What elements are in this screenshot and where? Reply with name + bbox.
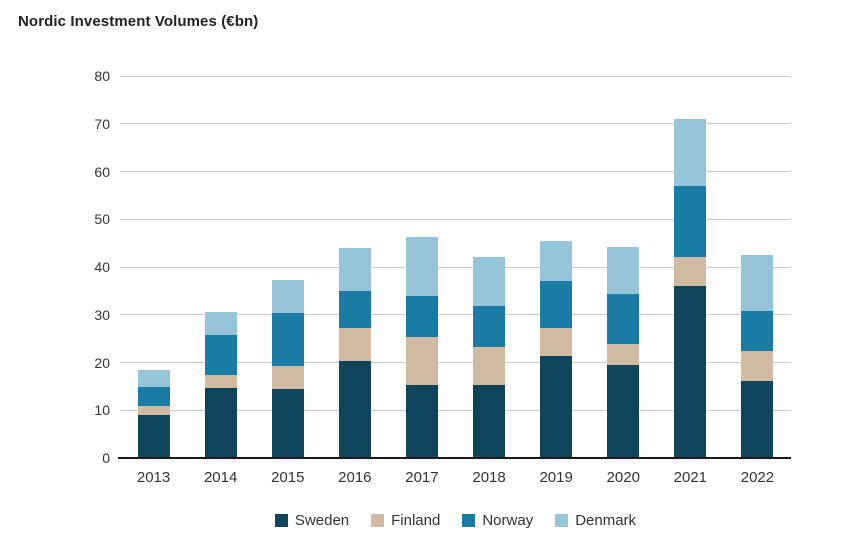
legend-label: Norway xyxy=(482,512,534,529)
bar-segment-denmark-2017 xyxy=(405,236,438,297)
bar-segment-finland-2013 xyxy=(137,406,170,416)
legend-swatch-norway xyxy=(462,514,476,527)
bar-segment-sweden-2018 xyxy=(473,385,506,458)
x-axis-tick-label: 2016 xyxy=(338,469,372,486)
y-axis-tick-label: 20 xyxy=(94,354,110,371)
y-axis-tick-label: 10 xyxy=(94,402,110,419)
bar-segment-finland-2020 xyxy=(607,343,640,365)
x-axis-tick-label: 2017 xyxy=(405,469,439,486)
bar-segment-denmark-2016 xyxy=(338,248,371,291)
x-axis-line xyxy=(118,457,791,459)
bar-segment-norway-2021 xyxy=(674,185,707,258)
bar-segment-finland-2021 xyxy=(674,257,707,287)
x-axis-tick-label: 2019 xyxy=(539,469,573,486)
y-axis-tick-label: 80 xyxy=(94,68,110,84)
legend: Sweden Finland Norway Denmark xyxy=(120,512,791,529)
legend-label: Sweden xyxy=(294,512,350,529)
legend-swatch-denmark xyxy=(555,514,569,527)
bar-segment-norway-2022 xyxy=(741,310,774,352)
bar-segment-denmark-2018 xyxy=(473,256,506,306)
x-axis-tick-label: 2022 xyxy=(740,469,775,486)
bar-segment-sweden-2020 xyxy=(607,364,640,458)
gridline xyxy=(120,75,791,77)
y-axis-tick-label: 30 xyxy=(94,306,110,323)
x-axis-tick-label: 2015 xyxy=(271,469,305,486)
y-axis-tick-label: 70 xyxy=(94,115,110,132)
plot-area: 0 10 20 30 40 50 60 70 80 2013 2014 2015 2016 2017 20… xyxy=(94,69,791,486)
gridline xyxy=(120,123,791,125)
bar-segment-finland-2014 xyxy=(204,375,237,388)
legend-item-finland: Finland xyxy=(371,512,440,529)
legend-label: Denmark xyxy=(575,512,637,529)
bar-segment-finland-2017 xyxy=(405,337,438,385)
bar-segment-sweden-2013 xyxy=(137,415,170,458)
legend-swatch-sweden xyxy=(274,514,288,527)
bar-segment-finland-2019 xyxy=(540,327,573,357)
legend-item-norway: Norway xyxy=(462,512,533,529)
bar-segment-denmark-2022 xyxy=(741,255,774,311)
bar-segment-norway-2015 xyxy=(271,312,304,367)
bar-segment-finland-2022 xyxy=(741,351,774,381)
x-axis-tick-label: 2013 xyxy=(136,469,171,486)
bar-segment-sweden-2014 xyxy=(204,387,237,458)
gridline xyxy=(120,266,791,268)
bar-segment-denmark-2013 xyxy=(137,369,170,388)
x-axis-tick-label: 2020 xyxy=(606,469,640,486)
bar-segment-denmark-2021 xyxy=(674,118,707,186)
bar-segment-norway-2016 xyxy=(338,290,371,328)
x-axis-tick-label: 2014 xyxy=(203,469,238,486)
chart-title: Nordic Investment Volumes (€bn) xyxy=(18,13,259,30)
bar-segment-sweden-2022 xyxy=(741,380,774,458)
bar-segment-denmark-2015 xyxy=(271,279,304,313)
bar-segment-norway-2014 xyxy=(204,334,237,376)
bar-segment-denmark-2014 xyxy=(204,311,237,335)
gridline xyxy=(120,171,791,172)
bar-segment-finland-2018 xyxy=(473,346,506,386)
gridline xyxy=(120,409,791,411)
bar-segment-norway-2018 xyxy=(473,305,506,347)
bar-segment-norway-2013 xyxy=(137,387,170,407)
legend-item-sweden: Sweden xyxy=(274,512,350,529)
legend-item-denmark: Denmark xyxy=(555,512,636,529)
bar-segment-denmark-2019 xyxy=(540,240,573,281)
y-axis-tick-label: 40 xyxy=(94,259,110,275)
bar-segment-norway-2019 xyxy=(540,280,573,328)
y-axis-tick-label: 60 xyxy=(94,163,110,180)
bar-segment-sweden-2016 xyxy=(338,361,371,458)
y-axis-tick-label: 50 xyxy=(94,211,110,228)
bar-segment-finland-2015 xyxy=(271,366,304,389)
gridline xyxy=(120,362,791,363)
gridline xyxy=(120,218,791,220)
bar-segment-sweden-2021 xyxy=(674,286,707,458)
bar-segment-norway-2017 xyxy=(405,296,438,338)
legend-label: Finland xyxy=(391,512,441,529)
bar-segment-finland-2016 xyxy=(338,327,371,362)
x-axis-tick-label: 2021 xyxy=(673,469,708,486)
bar-segment-sweden-2015 xyxy=(271,388,304,458)
bar-segment-denmark-2020 xyxy=(607,247,640,294)
legend-swatch-finland xyxy=(371,514,385,527)
gridline xyxy=(120,314,791,316)
y-axis-tick-label: 0 xyxy=(102,450,110,466)
x-axis-tick-label: 2018 xyxy=(472,469,506,486)
bar-segment-sweden-2017 xyxy=(405,384,438,458)
bar-segment-sweden-2019 xyxy=(540,356,573,458)
bar-segment-norway-2020 xyxy=(607,293,640,344)
